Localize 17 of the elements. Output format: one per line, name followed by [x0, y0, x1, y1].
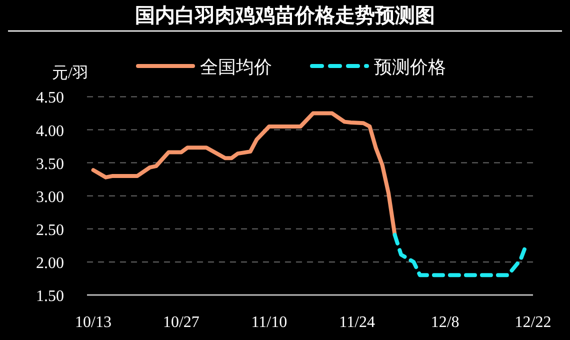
y-tick-label: 1.50 [36, 288, 64, 305]
x-tick-label: 12/22 [514, 314, 552, 331]
legend-label: 预测价格 [374, 57, 446, 77]
y-tick-label: 3.00 [36, 188, 64, 206]
y-axis-title: 元/羽 [52, 65, 88, 82]
x-tick-label: 10/27 [163, 314, 200, 331]
x-tick-label: 10/13 [75, 314, 112, 331]
y-tick-label: 2.00 [36, 254, 64, 272]
legend-label: 全国均价 [200, 57, 272, 77]
y-tick-label: 3.50 [36, 156, 64, 173]
y-tick-label: 4.00 [36, 122, 64, 140]
x-tick-label: 12/8 [430, 314, 460, 331]
y-tick-label: 2.50 [36, 222, 64, 239]
chart-title: 国内白羽肉鸡鸡苗价格走势预测图 [135, 5, 435, 27]
x-tick-label: 11/24 [339, 314, 376, 331]
y-tick-label: 4.50 [36, 90, 64, 107]
x-tick-label: 11/10 [251, 314, 288, 331]
